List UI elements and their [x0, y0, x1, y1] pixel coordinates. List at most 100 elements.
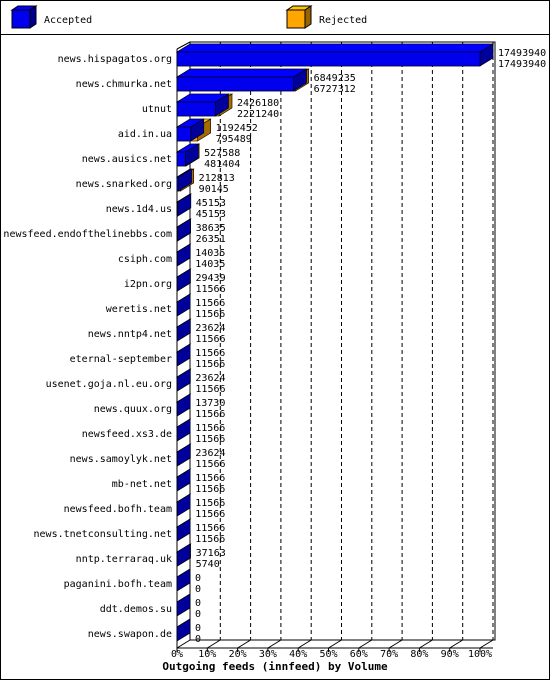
data-label: 11566: [195, 384, 225, 395]
bar: [176, 51, 481, 67]
bar-top: [175, 68, 308, 78]
floor-grid-line: [176, 639, 191, 649]
bar: [176, 126, 192, 142]
data-label: 11566: [195, 409, 225, 420]
y-tick-label: csiph.com: [118, 254, 172, 265]
data-label: 90145: [199, 184, 229, 195]
y-tick-label: news.quux.org: [94, 404, 172, 415]
x-tick-label: 50%: [319, 649, 337, 660]
legend-swatch: [286, 9, 306, 29]
data-label: 11566: [195, 498, 225, 509]
y-tick-label: eternal-september: [70, 354, 172, 365]
y-tick-label: news.chmurka.net: [76, 79, 172, 90]
data-label: 527588: [204, 148, 240, 159]
y-tick-label: mb-net.net: [112, 479, 172, 490]
data-label: 6849235: [314, 73, 356, 84]
legend-label: Accepted: [44, 15, 92, 26]
data-label: 29439: [196, 273, 226, 284]
data-label: 17493940: [498, 59, 546, 70]
floor-grid-line: [449, 639, 463, 649]
data-label: 2221240: [237, 109, 279, 120]
data-label: 11566: [195, 334, 225, 345]
bar-side: [176, 593, 191, 617]
x-tick-label: 0%: [171, 649, 183, 660]
data-label: 23624: [195, 448, 225, 459]
data-label: 14035: [195, 248, 225, 259]
y-tick-label: news.tnetconsulting.net: [34, 529, 172, 540]
y-tick-label: i2pn.org: [124, 279, 172, 290]
data-label: 481404: [204, 159, 240, 170]
axis-line: [176, 41, 191, 50]
floor-grid-line: [207, 639, 221, 649]
data-label: 14035: [195, 259, 225, 270]
data-label: 6727312: [314, 84, 356, 95]
data-label: 212813: [199, 173, 235, 184]
chart-title: Outgoing feeds (innfeed) by Volume: [162, 660, 388, 673]
data-label: 11566: [195, 509, 225, 520]
data-label: 1192452: [216, 123, 258, 134]
y-tick-label: weretis.net: [106, 304, 172, 315]
data-label: 37163: [196, 548, 226, 559]
x-tick-label: 70%: [380, 649, 398, 660]
y-tick-label: utnut: [142, 104, 172, 115]
y-tick-label: paganini.bofh.team: [64, 579, 172, 590]
x-tick-label: 100%: [468, 649, 492, 660]
y-tick-label: aid.in.ua: [118, 129, 172, 140]
y-tick-label: news.ausics.net: [82, 154, 172, 165]
bar: [176, 176, 179, 192]
bar: [176, 76, 294, 92]
y-tick-label: news.nntp4.net: [88, 329, 172, 340]
data-label: 0: [195, 634, 201, 645]
bar: [176, 101, 216, 117]
legend-swatch: [11, 9, 31, 29]
data-label: 11566: [195, 348, 225, 359]
data-label: 11566: [195, 534, 225, 545]
data-label: 23624: [195, 323, 225, 334]
legend-label: Rejected: [319, 15, 367, 26]
floor-grid-line: [237, 639, 251, 649]
y-tick-label: news.snarked.org: [76, 179, 172, 190]
bar-top: [175, 43, 495, 53]
floor-grid-line: [388, 639, 403, 649]
data-label: 0: [195, 623, 201, 634]
floor-grid-line: [419, 639, 433, 649]
data-label: 11566: [195, 298, 225, 309]
y-tick-label: newsfeed.endofthelinebbs.com: [3, 229, 172, 240]
data-label: 11566: [195, 523, 225, 534]
y-tick-label: newsfeed.bofh.team: [64, 504, 172, 515]
data-label: 45153: [196, 198, 226, 209]
data-label: 0: [195, 584, 201, 595]
data-label: 11566: [195, 473, 225, 484]
data-label: 11566: [195, 359, 225, 370]
x-tick-label: 10%: [198, 649, 216, 660]
bar: [176, 201, 179, 217]
y-tick-label: news.samoylyk.net: [70, 454, 172, 465]
data-label: 38635: [196, 223, 226, 234]
y-tick-label: ddt.demos.su: [100, 604, 172, 615]
x-tick-label: 40%: [289, 649, 307, 660]
y-tick-label: news.swapon.de: [88, 629, 172, 640]
legend-swatch: [29, 5, 37, 29]
data-label: 0: [195, 609, 201, 620]
x-tick-label: 90%: [441, 649, 459, 660]
data-label: 11566: [195, 459, 225, 470]
floor-grid-line: [267, 639, 282, 649]
data-label: 0: [195, 573, 201, 584]
data-label: 11566: [196, 284, 226, 295]
data-label: 2426180: [237, 98, 279, 109]
data-label: 11566: [195, 423, 225, 434]
data-label: 45153: [196, 209, 226, 220]
legend-box: [0, 0, 550, 35]
data-label: 13730: [195, 398, 225, 409]
data-label: 23624: [195, 373, 225, 384]
bar-side: [176, 568, 191, 592]
x-tick-label: 30%: [259, 649, 277, 660]
y-tick-label: nntp.terraraq.uk: [76, 554, 172, 565]
x-tick-label: 20%: [229, 649, 247, 660]
x-tick-label: 80%: [410, 649, 428, 660]
data-label: 0: [195, 598, 201, 609]
data-label: 11566: [195, 309, 225, 320]
floor-grid-line: [297, 639, 312, 649]
plot-back: [189, 41, 496, 641]
